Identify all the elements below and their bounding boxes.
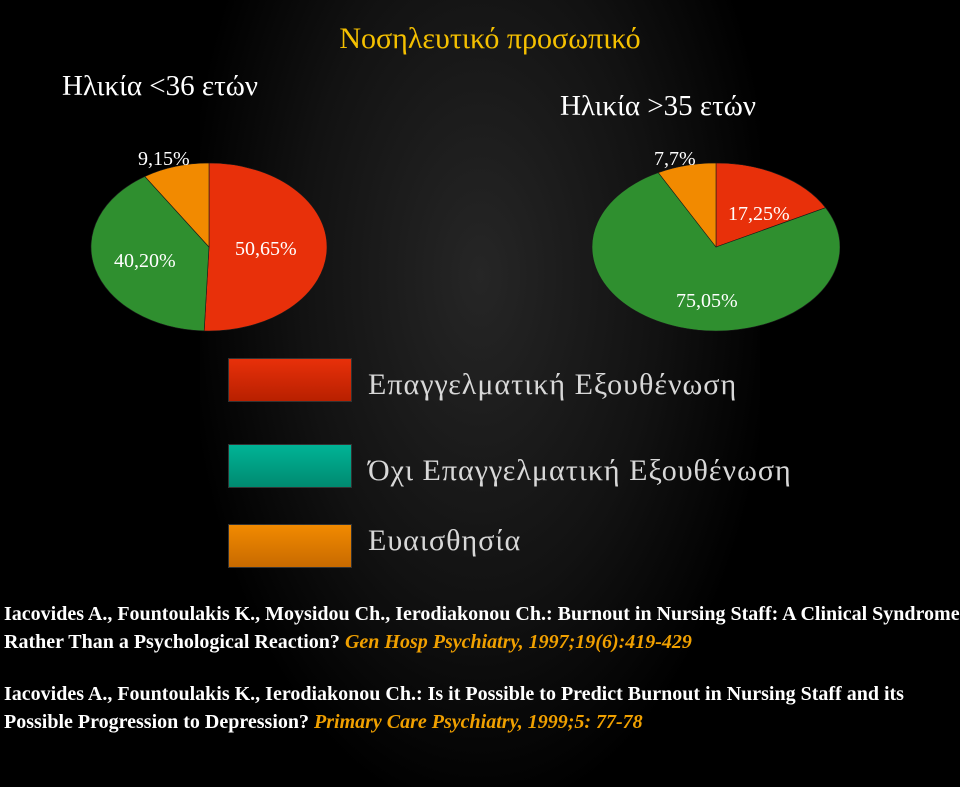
reference-2-journal: Primary Care Psychiatry, 1999;5: 77-78 [314, 711, 643, 733]
pie-left-slice-burnout [203, 162, 328, 332]
reference-2-text: Iacovides A., Fountoulakis K., Ierodiako… [4, 683, 904, 733]
pie-right-slice-sensitivity [657, 162, 717, 248]
pie-right-title: Ηλικία >35 ετών [560, 90, 756, 122]
legend-label-sensitivity: Ευαισθησία [368, 524, 522, 557]
pie-right-label-no-burnout: 75,05% [676, 290, 738, 312]
pie-left-slice-no-burnout [90, 176, 210, 332]
legend-label-no-burnout: Όχι Επαγγελματική Εξουθένωση [368, 454, 792, 487]
pie-left-label-sensitivity: 9,15% [138, 148, 190, 170]
pie-left-title: Ηλικία <36 ετών [62, 70, 258, 102]
legend-swatch-burnout [228, 358, 352, 402]
reference-2: Iacovides A., Fountoulakis K., Ierodiako… [4, 680, 960, 736]
reference-1-journal: Gen Hosp Psychiatry, 1997;19(6):419-429 [344, 631, 692, 653]
slide-title: Νοσηλευτικό προσωπικό [339, 22, 641, 55]
legend-label-burnout: Επαγγελματική Εξουθένωση [368, 368, 738, 401]
pie-left-label-burnout: 50,65% [235, 238, 297, 260]
pie-right-slice-no-burnout [591, 172, 840, 332]
pie-right-slice-burnout [715, 162, 827, 248]
reference-1-text: Iacovides A., Fountoulakis K., Moysidou … [4, 603, 960, 653]
pie-chart-young [90, 162, 328, 332]
pie-chart-older [591, 162, 840, 332]
reference-1: Iacovides A., Fountoulakis K., Moysidou … [4, 600, 960, 656]
legend-swatch-no-burnout [228, 444, 352, 488]
pie-left-label-no-burnout: 40,20% [114, 250, 176, 272]
pie-left-slice-sensitivity [144, 162, 210, 248]
pie-right-label-sensitivity: 7,7% [654, 148, 696, 170]
pie-right-label-burnout: 17,25% [728, 203, 790, 225]
legend-swatch-sensitivity [228, 524, 352, 568]
